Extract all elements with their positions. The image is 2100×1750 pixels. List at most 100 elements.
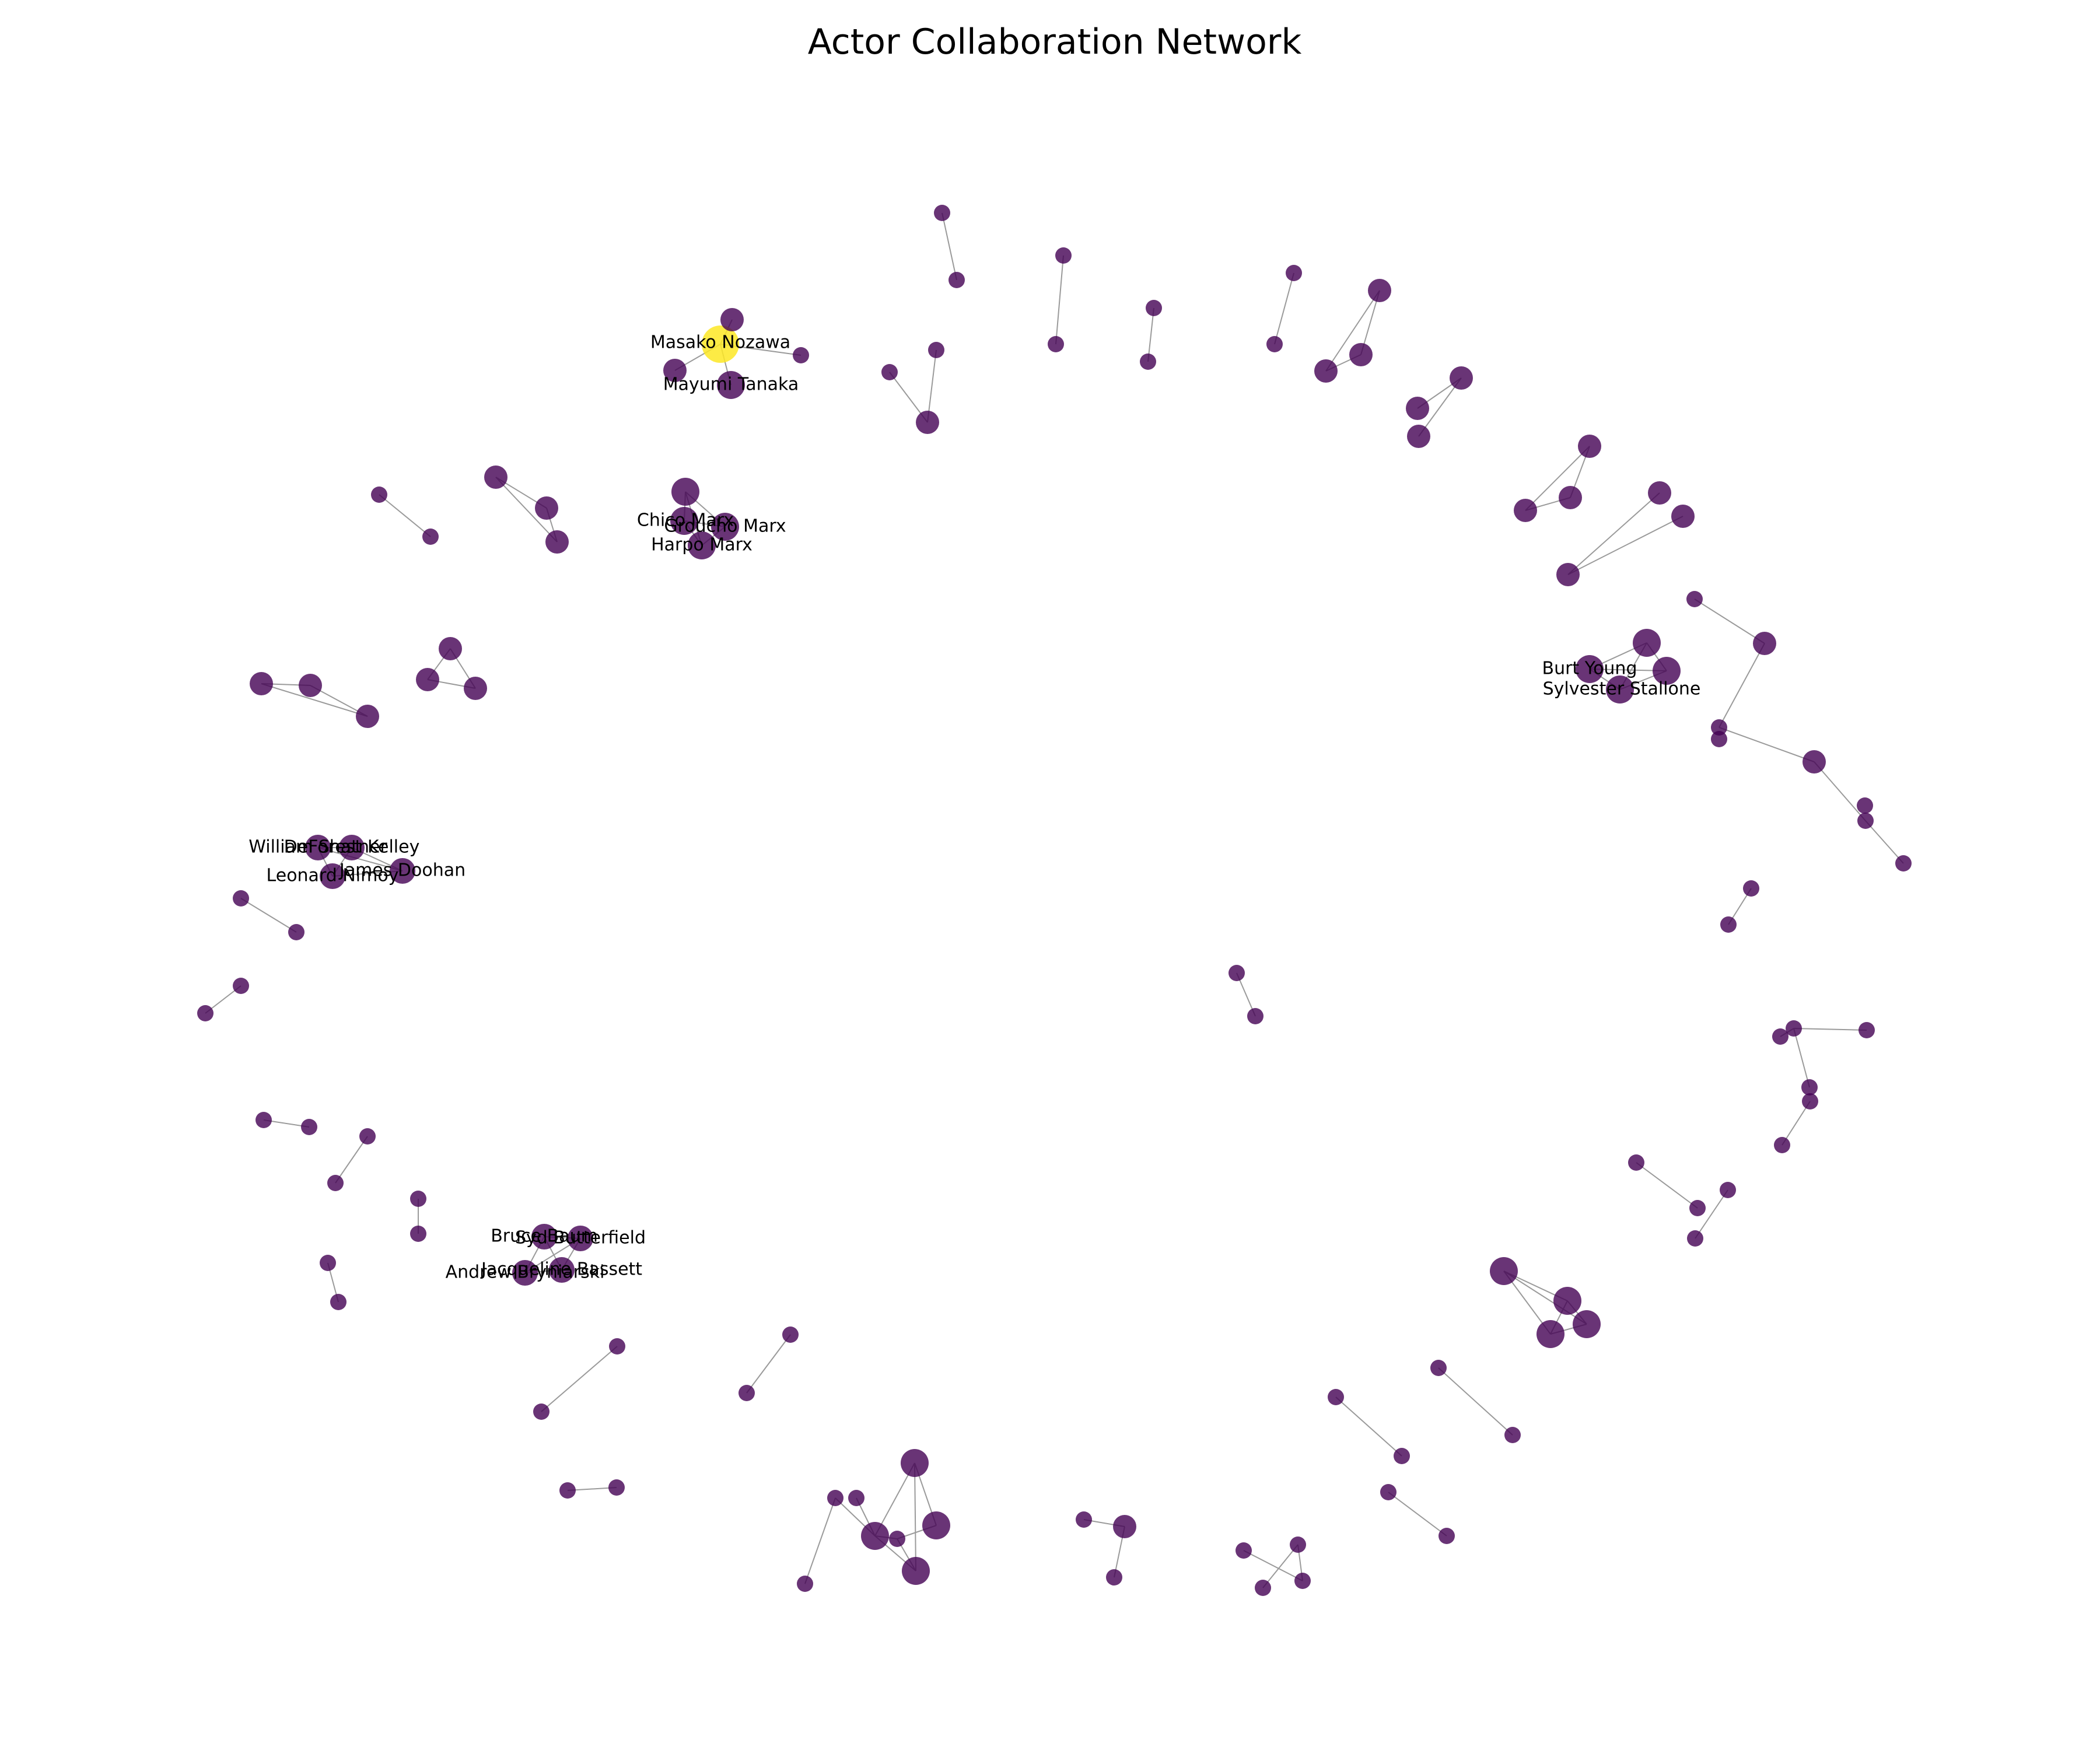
collaboration-edge [335, 1136, 368, 1183]
collaboration-edge [915, 1463, 916, 1571]
actor-node [922, 1511, 950, 1539]
collaboration-edge [1794, 1028, 1867, 1030]
collaboration-edge [1695, 599, 1765, 643]
actor-node [1055, 247, 1072, 264]
collaboration-edge [1866, 821, 1903, 863]
actor-node [928, 342, 944, 358]
actor-node [1406, 397, 1429, 420]
actor-node [1559, 486, 1582, 509]
actor-node [1687, 1230, 1703, 1247]
actor-label: Andrew Bryniarski [446, 1262, 605, 1283]
actor-node [1859, 1022, 1875, 1038]
actor-node [288, 924, 304, 940]
actor-node [1380, 1484, 1396, 1500]
actor-node [464, 677, 487, 700]
collaboration-edge [942, 213, 957, 280]
actor-node [608, 1479, 625, 1496]
actor-node [1113, 1515, 1136, 1538]
actor-node [533, 1404, 550, 1420]
actor-node [609, 1338, 625, 1354]
collaboration-edge [241, 898, 296, 932]
actor-node [1407, 425, 1430, 448]
actor-node [1490, 1257, 1518, 1285]
actor-node [848, 1490, 864, 1506]
actor-node [1430, 1360, 1447, 1376]
actor-node [545, 530, 569, 554]
actor-node [1048, 336, 1064, 352]
actor-node [1802, 1093, 1818, 1110]
collaboration-edge [1263, 1545, 1298, 1588]
actor-node [535, 496, 558, 520]
actor-node [1140, 354, 1156, 370]
actor-node [371, 487, 387, 503]
actor-node [793, 347, 809, 363]
actor-node [1857, 797, 1873, 814]
actor-node [1290, 1536, 1306, 1553]
collaboration-edge [1244, 1550, 1303, 1581]
actor-node [1720, 916, 1737, 933]
actor-node [1573, 1310, 1601, 1338]
collaboration-edge [1275, 273, 1294, 344]
actor-node [1671, 505, 1695, 528]
actor-node [671, 478, 699, 506]
collaboration-edge [1568, 516, 1683, 575]
actor-node [439, 637, 462, 660]
actor-node [916, 411, 939, 434]
edge-layer [205, 213, 1903, 1588]
collaboration-edge [1794, 1028, 1810, 1087]
actor-node [233, 890, 249, 907]
actor-node [1553, 1287, 1581, 1315]
actor-node [1286, 265, 1302, 281]
actor-node [1803, 750, 1826, 774]
actor-node [1628, 1154, 1644, 1171]
actor-node [233, 978, 249, 994]
actor-node [1774, 1137, 1790, 1153]
actor-node [1266, 336, 1283, 352]
actor-node [1514, 499, 1537, 522]
actor-label: Sylvester Stallone [1543, 679, 1701, 699]
actor-node [410, 1191, 426, 1207]
actor-node [410, 1226, 426, 1242]
actor-node [1236, 1542, 1252, 1559]
collaboration-edge [1568, 493, 1660, 575]
actor-node [720, 308, 744, 331]
actor-node [1686, 591, 1703, 607]
actor-node [327, 1175, 344, 1191]
actor-node [1772, 1028, 1788, 1045]
actor-node [1314, 359, 1338, 383]
actor-node [889, 1531, 905, 1547]
actor-node [1895, 855, 1912, 872]
actor-node [416, 668, 439, 691]
actor-node [1438, 1528, 1455, 1544]
actor-node [1801, 1079, 1818, 1096]
actor-label: DeForest Kelley [284, 837, 420, 858]
collaboration-edge [1636, 1163, 1698, 1208]
actor-node [330, 1294, 346, 1310]
actor-node [901, 1449, 929, 1477]
actor-node [1753, 632, 1776, 655]
actor-node [1743, 880, 1759, 897]
actor-node [1648, 481, 1671, 505]
actor-node [934, 205, 950, 221]
collaboration-edge [805, 1498, 835, 1584]
actor-node [827, 1490, 844, 1506]
collaboration-edge [1388, 1492, 1447, 1536]
actor-node [197, 1005, 214, 1021]
collaboration-edge [1719, 727, 1814, 762]
actor-node [881, 364, 898, 380]
actor-node [1536, 1320, 1564, 1348]
collaboration-edge [379, 495, 430, 537]
actor-node [559, 1482, 576, 1499]
actor-node [1720, 1182, 1736, 1198]
collaboration-edge [747, 1335, 790, 1393]
actor-label: Syd Butterfield [515, 1228, 646, 1248]
actor-node [738, 1385, 755, 1401]
actor-node [1504, 1427, 1521, 1443]
actor-node [301, 1119, 317, 1135]
actor-node [1294, 1573, 1311, 1589]
actor-node [356, 705, 379, 728]
actor-node [1578, 435, 1601, 458]
actor-node [1255, 1580, 1271, 1596]
chart-title: Actor Collaboration Network [808, 22, 1302, 62]
